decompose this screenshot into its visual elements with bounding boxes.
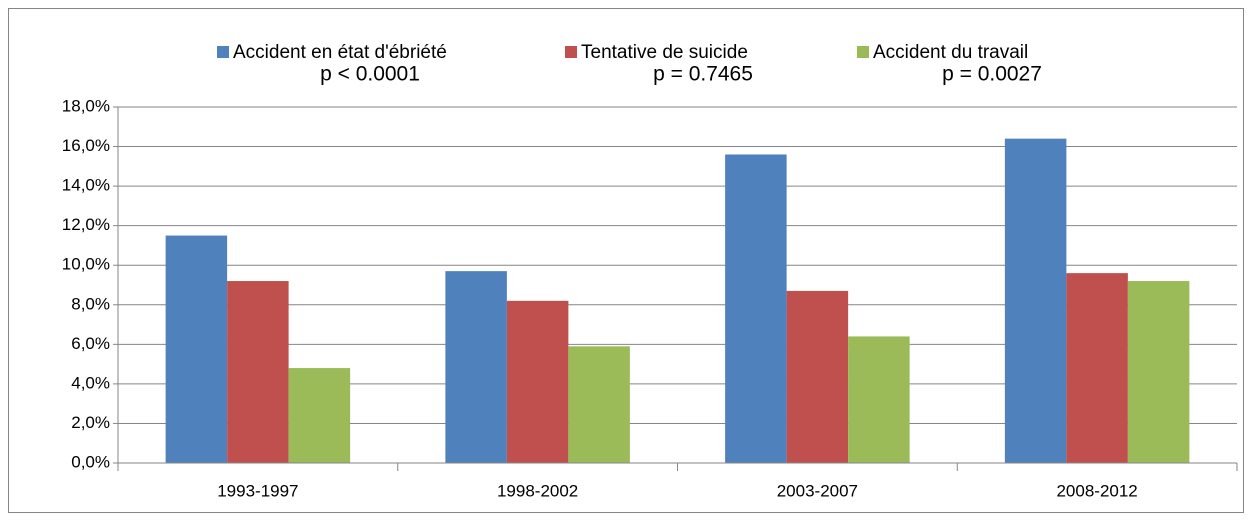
bar (1004, 138, 1067, 463)
legend-swatch (217, 46, 229, 58)
y-tick-label: 8,0% (71, 294, 110, 313)
bar (848, 336, 910, 463)
legend-label: Accident du travail (873, 42, 1028, 63)
bar (506, 300, 569, 463)
bar (1066, 273, 1128, 463)
legend-swatch (857, 46, 869, 58)
legend-label: Tentative de suicide (581, 42, 748, 63)
y-tick-label: 4,0% (71, 373, 110, 392)
y-tick-label: 12,0% (62, 215, 110, 234)
x-tick-label: 2008-2012 (1056, 481, 1137, 500)
y-tick-label: 18,0% (62, 96, 110, 115)
y-tick-label: 0,0% (71, 452, 110, 471)
x-tick-label: 1998-2002 (497, 481, 578, 500)
bar (568, 346, 630, 463)
legend-swatch (565, 46, 577, 58)
bar (165, 235, 228, 463)
bar (1127, 281, 1190, 463)
y-tick-label: 10,0% (62, 255, 110, 274)
bar (227, 281, 289, 463)
bar (288, 368, 351, 463)
annotation: p = 0.7465 (653, 63, 753, 86)
x-tick-label: 2003-2007 (777, 481, 858, 500)
bar (786, 290, 849, 463)
annotation: p < 0.0001 (320, 63, 420, 86)
x-tick-label: 1993-1997 (217, 481, 298, 500)
annotation: p = 0.0027 (942, 63, 1042, 86)
y-tick-label: 14,0% (62, 176, 110, 195)
y-tick-label: 2,0% (71, 413, 110, 432)
legend-label: Accident en état d'ébriété (233, 42, 447, 63)
bar (725, 154, 787, 463)
y-tick-label: 16,0% (62, 136, 110, 155)
bar (445, 271, 507, 463)
y-tick-label: 6,0% (71, 334, 110, 353)
